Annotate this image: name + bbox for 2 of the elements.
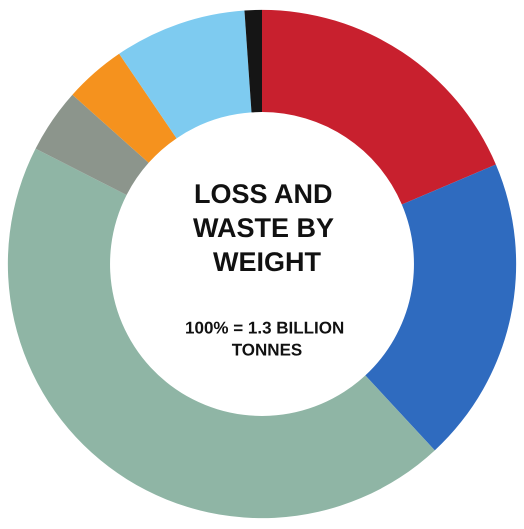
text: LOSS AND WASTE BY WEIGHT — [192, 179, 342, 277]
text: 100% = 1.3 BILLION TONNES — [185, 318, 349, 360]
